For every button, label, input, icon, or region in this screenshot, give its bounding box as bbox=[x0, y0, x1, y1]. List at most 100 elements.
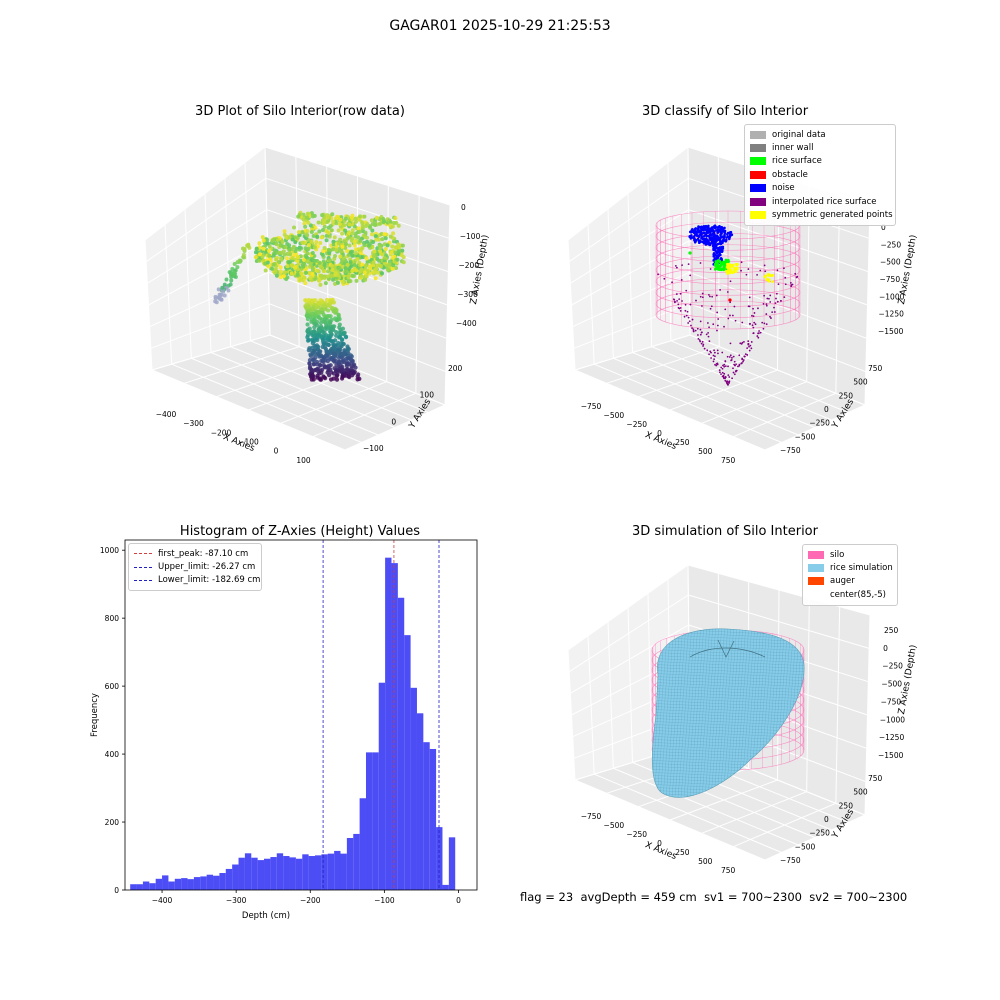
classify-interpolated-point bbox=[723, 365, 726, 368]
raw-gridline bbox=[444, 204, 451, 406]
simulation-x-tick-label: 750 bbox=[721, 866, 736, 875]
raw-point bbox=[282, 252, 287, 257]
raw-point bbox=[232, 262, 237, 267]
raw-point bbox=[325, 318, 330, 323]
classify-symmetric-point bbox=[726, 272, 730, 275]
raw-point bbox=[323, 325, 328, 331]
legend-label: center(85,-5) bbox=[830, 589, 886, 600]
raw-z-tick-label: −100 bbox=[460, 232, 481, 241]
raw-point bbox=[396, 242, 401, 247]
raw-point bbox=[287, 243, 292, 248]
raw-point bbox=[362, 243, 367, 248]
raw-point bbox=[296, 230, 301, 235]
classify-z-tick-label: 0 bbox=[881, 223, 886, 232]
classify-interpolated-point bbox=[715, 294, 718, 297]
raw-point bbox=[293, 249, 298, 254]
classify-noise-point bbox=[720, 225, 723, 229]
classify-interpolated-point bbox=[674, 300, 676, 303]
histogram-bar bbox=[206, 874, 214, 890]
classify-interpolated-point bbox=[762, 327, 765, 330]
histogram-bar bbox=[130, 884, 137, 890]
raw-point bbox=[325, 215, 330, 220]
classify-interpolated-point bbox=[757, 332, 760, 335]
classify-noise-point bbox=[721, 236, 725, 239]
raw-point bbox=[401, 260, 406, 265]
raw-point bbox=[396, 249, 401, 254]
raw-point bbox=[292, 225, 297, 230]
raw-point bbox=[350, 213, 355, 218]
raw-point bbox=[280, 239, 285, 244]
classify-interpolated-point bbox=[776, 300, 779, 303]
classify-interpolated-point bbox=[699, 262, 702, 264]
raw-point bbox=[322, 345, 328, 350]
classify-noise-point bbox=[729, 234, 732, 237]
raw-point bbox=[381, 220, 386, 225]
classify-noise-point bbox=[703, 239, 706, 242]
raw-point bbox=[377, 243, 382, 248]
raw-point bbox=[388, 234, 393, 239]
raw-point bbox=[360, 221, 365, 226]
classify-noise-point bbox=[708, 233, 712, 237]
raw-point bbox=[343, 266, 348, 271]
histogram-bar bbox=[302, 854, 309, 890]
classify-interpolated-point bbox=[717, 318, 720, 320]
classify-interpolated-point bbox=[729, 301, 732, 304]
classify-noise-point bbox=[716, 256, 720, 259]
classify-interpolated-point bbox=[742, 359, 745, 361]
raw-point bbox=[357, 260, 362, 265]
classify-interpolated-point bbox=[709, 307, 712, 310]
raw-points bbox=[213, 210, 406, 382]
classify-interpolated-point bbox=[709, 295, 711, 298]
x-tick-label: −200 bbox=[300, 896, 321, 905]
raw-point bbox=[330, 212, 335, 217]
simulation-z-tick-label: 0 bbox=[883, 644, 888, 653]
raw-point bbox=[311, 330, 317, 335]
raw-point bbox=[370, 222, 375, 227]
raw-point bbox=[353, 247, 358, 252]
histogram-bar bbox=[142, 881, 150, 890]
classify-symmetric-point bbox=[770, 280, 774, 284]
classify-noise-point bbox=[716, 231, 720, 234]
classify-interpolated-point bbox=[752, 326, 755, 329]
raw-point bbox=[361, 224, 366, 229]
raw-z-tick-label: −400 bbox=[456, 319, 477, 328]
raw-point bbox=[324, 353, 330, 358]
raw-point bbox=[295, 236, 300, 241]
raw-point bbox=[343, 356, 348, 362]
legend-entry: rice simulation bbox=[808, 561, 893, 574]
classify-noise-point bbox=[723, 233, 726, 237]
classify-symmetric-point bbox=[725, 269, 729, 273]
legend-entry: first_peak: -87.10 cm bbox=[134, 547, 256, 560]
classify-interpolated-point bbox=[739, 342, 742, 345]
histogram-bar bbox=[372, 752, 379, 890]
raw-point bbox=[309, 348, 315, 354]
classify-interpolated-point bbox=[775, 297, 777, 300]
classify-noise-point bbox=[698, 229, 702, 233]
classify-points bbox=[657, 224, 799, 386]
classify-silo-wireframe bbox=[655, 210, 801, 330]
classify-noise-point bbox=[694, 239, 698, 242]
simulation-rice-contour bbox=[717, 639, 735, 658]
classify-interpolated-point bbox=[748, 349, 751, 352]
classify-interpolated-point bbox=[687, 263, 690, 266]
classify-interpolated-point bbox=[727, 374, 730, 377]
histogram-bar bbox=[416, 713, 424, 890]
classify-symmetric-point bbox=[731, 263, 735, 267]
histogram-bar bbox=[174, 878, 182, 890]
raw-point bbox=[323, 376, 328, 381]
classify-noise-point bbox=[692, 235, 696, 238]
raw-point bbox=[295, 272, 300, 277]
raw-point bbox=[310, 268, 315, 273]
raw-point bbox=[327, 349, 332, 354]
classify-symmetric-point bbox=[767, 278, 771, 282]
classify-noise-point bbox=[724, 238, 728, 242]
raw-point bbox=[232, 268, 237, 273]
classify-interpolated-point bbox=[701, 292, 704, 295]
raw-point bbox=[253, 255, 258, 260]
raw-point bbox=[379, 231, 384, 236]
raw-point bbox=[308, 262, 313, 267]
classify-interpolated-point bbox=[712, 360, 715, 363]
raw-point bbox=[331, 309, 336, 314]
classify-noise-point bbox=[694, 227, 698, 230]
raw-point bbox=[224, 277, 229, 282]
